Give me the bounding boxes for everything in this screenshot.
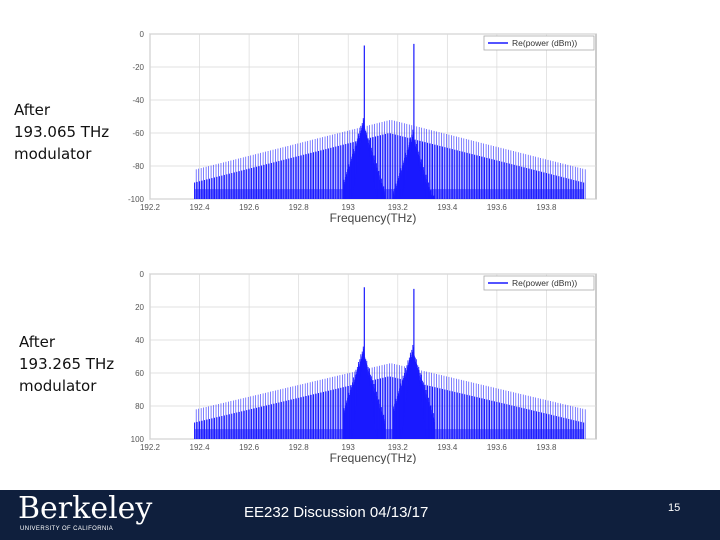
x-tick-label: 192.8 bbox=[289, 443, 310, 452]
x-tick-label: 193.6 bbox=[487, 443, 508, 452]
legend-label: Re(power (dBm)) bbox=[512, 278, 577, 288]
spectrum-chart-bottom-svg: 192.2 192.4 192.6 192.8 193 193.2 193.4 193.6 19… bbox=[131, 270, 597, 465]
x-tick-label: 193 bbox=[342, 443, 356, 452]
annotation-line: 193.265 THz bbox=[19, 355, 115, 373]
x-tick-label: 192.8 bbox=[289, 203, 310, 212]
carrier-skirt bbox=[351, 124, 377, 199]
annotation-after-193265: After 193.265 THz modulator bbox=[19, 331, 114, 397]
y-tick-label: 80 bbox=[135, 402, 144, 411]
y-tick-label: 20 bbox=[135, 303, 144, 312]
carrier-skirt bbox=[401, 136, 427, 199]
y-tick-label: 40 bbox=[135, 336, 144, 345]
x-tick-label: 192.4 bbox=[190, 443, 211, 452]
x-tick-label: 193.2 bbox=[388, 203, 409, 212]
legend-label: Re(power (dBm)) bbox=[512, 38, 577, 48]
annotation-line: modulator bbox=[19, 377, 97, 395]
sideband-base-fill bbox=[194, 189, 584, 199]
x-tick-label: 192.4 bbox=[190, 203, 211, 212]
legend-box bbox=[483, 275, 595, 291]
spectrum-chart-bottom: 192.2 192.4 192.6 192.8 193 193.2 193.4 193.6 19… bbox=[118, 264, 598, 465]
x-tick-label: 193 bbox=[342, 203, 356, 212]
x-tick-label: 192.2 bbox=[140, 203, 161, 212]
footer-title: EE232 Discussion 04/13/17 bbox=[244, 504, 429, 521]
y-tick-label: -20 bbox=[132, 63, 144, 72]
berkeley-logo: Berkeley bbox=[18, 491, 153, 526]
annotation-line: modulator bbox=[14, 145, 92, 163]
x-tick-label: 193.8 bbox=[536, 443, 557, 452]
x-tick-label: 193.6 bbox=[487, 203, 508, 212]
legend-box bbox=[483, 35, 595, 51]
footer-bar: Berkeley UNIVERSITY OF CALIFORNIA EE232 … bbox=[0, 490, 720, 540]
y-tick-label: -40 bbox=[132, 96, 144, 105]
spectrum-chart-top-svg: 192.2 192.4 192.6 192.8 193 193.2 193.4 193.6 19… bbox=[128, 30, 597, 225]
carrier-skirt bbox=[351, 353, 377, 439]
y-tick-label: 100 bbox=[131, 435, 145, 444]
x-axis-label: Frequency(THz) bbox=[330, 451, 417, 464]
chart-legend: Re(power (dBm)) bbox=[483, 275, 595, 291]
annotation-line: 193.065 THz bbox=[14, 123, 110, 141]
y-tick-label: -100 bbox=[128, 195, 145, 204]
x-tick-label: 193.8 bbox=[536, 203, 557, 212]
x-axis-label: Frequency(THz) bbox=[330, 211, 417, 225]
x-tick-label: 193.4 bbox=[437, 443, 458, 452]
y-tick-label: 0 bbox=[140, 30, 145, 39]
spectrum-chart-top: 192.2 192.4 192.6 192.8 193 193.2 193.4 193.6 19… bbox=[118, 24, 598, 230]
x-tick-label: 193.4 bbox=[437, 203, 458, 212]
x-tick-label: 192.2 bbox=[140, 443, 161, 452]
y-tick-label: -60 bbox=[132, 129, 144, 138]
x-tick-label: 193.2 bbox=[388, 443, 409, 452]
x-tick-label: 192.6 bbox=[239, 443, 260, 452]
x-tick-label: 192.6 bbox=[239, 203, 260, 212]
annotation-line: After bbox=[19, 333, 56, 351]
carrier-skirt bbox=[401, 351, 427, 439]
y-tick-label: 0 bbox=[140, 270, 145, 279]
chart-legend: Re(power (dBm)) bbox=[483, 35, 595, 51]
annotation-line: After bbox=[14, 101, 51, 119]
y-tick-label: 60 bbox=[135, 369, 144, 378]
annotation-after-193065: After 193.065 THz modulator bbox=[14, 99, 109, 165]
page-number: 15 bbox=[668, 502, 681, 514]
berkeley-logo-subtitle: UNIVERSITY OF CALIFORNIA bbox=[20, 526, 114, 532]
y-tick-label: -80 bbox=[132, 162, 144, 171]
sideband-base-fill bbox=[194, 429, 584, 439]
